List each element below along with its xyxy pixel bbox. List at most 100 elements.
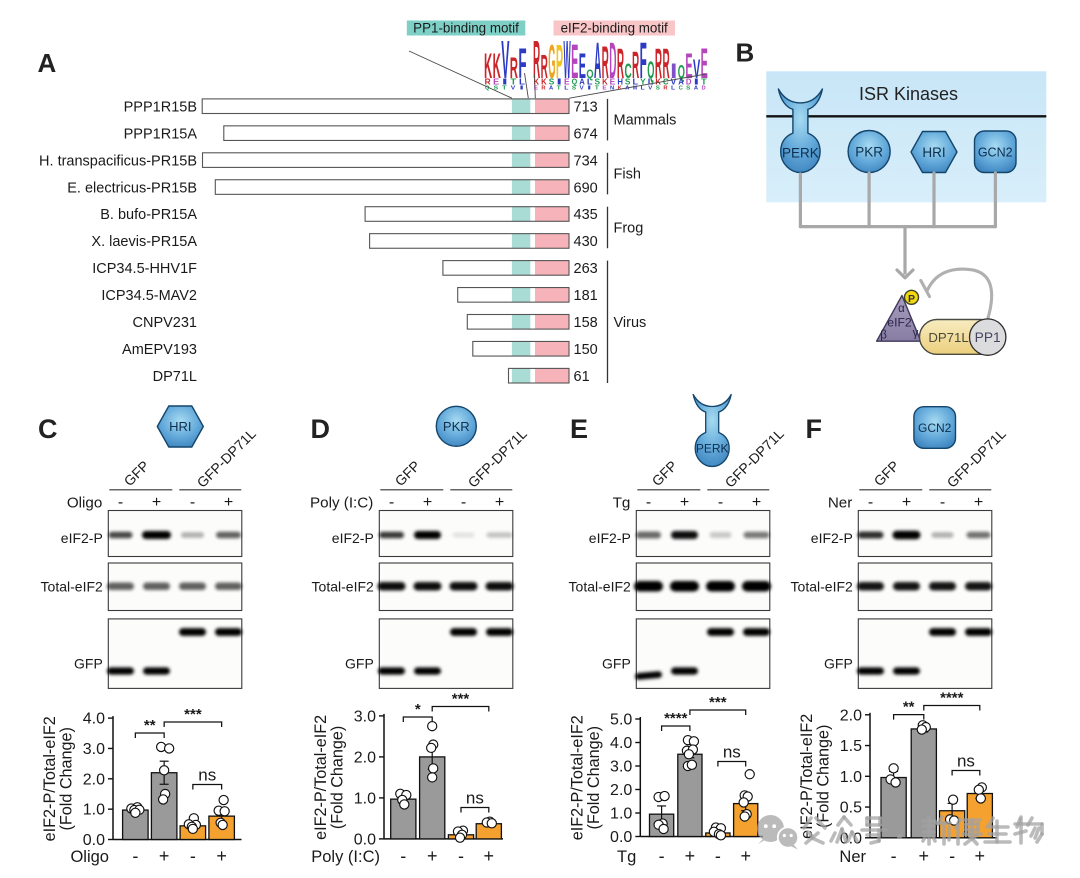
svg-text:+: +: [216, 846, 227, 866]
svg-text:D: D: [311, 414, 331, 444]
svg-text:F: F: [518, 40, 526, 88]
svg-text:+: +: [975, 846, 986, 866]
svg-text:E: E: [610, 78, 616, 87]
svg-text:Y: Y: [640, 78, 646, 87]
svg-text:GFP: GFP: [392, 457, 424, 489]
svg-text:HRI: HRI: [169, 419, 191, 434]
svg-text:5.0: 5.0: [610, 712, 632, 729]
svg-text:(Fold Change): (Fold Change): [815, 725, 833, 828]
svg-text:4.0: 4.0: [610, 735, 632, 752]
svg-text:K: K: [618, 86, 623, 92]
svg-text:L: L: [587, 78, 593, 87]
svg-text:eIF2-P: eIF2-P: [61, 530, 103, 546]
svg-text:+: +: [152, 494, 161, 511]
svg-text:-: -: [118, 494, 123, 511]
svg-text:I: I: [556, 78, 562, 87]
svg-text:-: -: [718, 494, 723, 511]
svg-text:ns: ns: [466, 789, 484, 808]
svg-text:PPP1R15A: PPP1R15A: [124, 126, 198, 142]
svg-text:-: -: [132, 846, 138, 866]
svg-text:150: 150: [574, 342, 598, 358]
svg-text:R: R: [632, 44, 639, 86]
svg-text:734: 734: [574, 153, 598, 169]
svg-text:435: 435: [574, 207, 598, 223]
svg-text:S: S: [625, 78, 631, 87]
svg-text:F: F: [806, 414, 823, 444]
svg-text:S: S: [494, 86, 499, 92]
svg-text:eIF2-P/Total-eIF2: eIF2-P/Total-eIF2: [798, 714, 816, 839]
svg-text:K: K: [484, 47, 492, 86]
svg-text:T: T: [557, 86, 562, 92]
svg-text:A: A: [694, 86, 699, 92]
svg-text:-: -: [461, 494, 466, 511]
svg-text:E: E: [701, 40, 708, 88]
svg-text:L: L: [564, 86, 569, 92]
svg-text:2.0: 2.0: [610, 782, 632, 799]
svg-text:L: L: [519, 78, 525, 87]
svg-text:**: **: [903, 699, 915, 716]
svg-text:β: β: [880, 330, 887, 342]
svg-text:L: L: [640, 86, 645, 92]
svg-text:R: R: [663, 40, 670, 88]
svg-text:R: R: [485, 78, 491, 87]
svg-text:eIF2-P/Total-eIF2: eIF2-P/Total-eIF2: [312, 715, 330, 840]
svg-text:Virus: Virus: [614, 315, 647, 331]
svg-text:G: G: [548, 35, 555, 89]
svg-text:Poly (I:C): Poly (I:C): [310, 495, 373, 512]
svg-text:I: I: [502, 78, 508, 87]
svg-text:-: -: [940, 494, 945, 511]
svg-text:E: E: [579, 47, 586, 86]
svg-text:V: V: [580, 86, 584, 92]
svg-text:+: +: [159, 846, 170, 866]
svg-text:3.0: 3.0: [354, 708, 376, 725]
svg-text:**: **: [144, 717, 156, 734]
svg-text:690: 690: [574, 180, 598, 196]
svg-text:Oligo: Oligo: [70, 848, 109, 866]
svg-text:E: E: [570, 414, 588, 444]
svg-text:-: -: [868, 494, 873, 511]
svg-text:Tg: Tg: [617, 848, 636, 866]
svg-text:****: ****: [664, 710, 688, 727]
svg-text:GFP: GFP: [649, 457, 681, 489]
svg-text:GFP: GFP: [824, 656, 853, 672]
svg-text:I: I: [519, 86, 525, 92]
svg-text:430: 430: [574, 234, 598, 250]
svg-text:-: -: [949, 846, 955, 866]
svg-text:P: P: [556, 35, 563, 89]
svg-text:C: C: [624, 59, 631, 83]
svg-text:I: I: [694, 78, 700, 87]
svg-text:eIF2-P: eIF2-P: [811, 530, 853, 546]
svg-text:0.0: 0.0: [354, 831, 376, 848]
svg-text:+: +: [740, 846, 751, 866]
svg-text:+: +: [974, 494, 983, 511]
svg-text:+: +: [427, 846, 438, 866]
svg-text:W: W: [563, 30, 570, 90]
svg-text:Fish: Fish: [614, 167, 641, 183]
svg-text:PKR: PKR: [855, 145, 883, 160]
svg-text:K: K: [602, 78, 608, 87]
svg-text:K: K: [534, 78, 540, 87]
svg-text:L: L: [633, 78, 639, 87]
svg-text:+: +: [680, 494, 689, 511]
svg-text:****: ****: [940, 690, 964, 707]
svg-text:263: 263: [574, 261, 598, 277]
svg-text:158: 158: [574, 315, 598, 331]
svg-text:A: A: [678, 78, 684, 87]
svg-text:Q: Q: [647, 57, 654, 84]
svg-text:Tg: Tg: [613, 495, 631, 512]
svg-text:eIF2-P: eIF2-P: [589, 530, 631, 546]
svg-text:R: R: [663, 86, 668, 92]
svg-text:AmEPV193: AmEPV193: [122, 342, 197, 358]
svg-text:2.0: 2.0: [840, 707, 862, 724]
svg-text:B: B: [736, 38, 755, 68]
svg-text:(Fold Change): (Fold Change): [585, 726, 603, 829]
svg-text:ns: ns: [957, 752, 975, 771]
svg-text:2.0: 2.0: [354, 749, 376, 766]
svg-text:A: A: [625, 86, 630, 92]
svg-text:PERK: PERK: [782, 146, 819, 161]
svg-text:GFP-DP71L: GFP-DP71L: [194, 425, 259, 490]
svg-text:N: N: [610, 86, 614, 92]
svg-text:I: I: [587, 86, 592, 92]
svg-text:R: R: [541, 86, 546, 92]
svg-text:+: +: [495, 494, 504, 511]
